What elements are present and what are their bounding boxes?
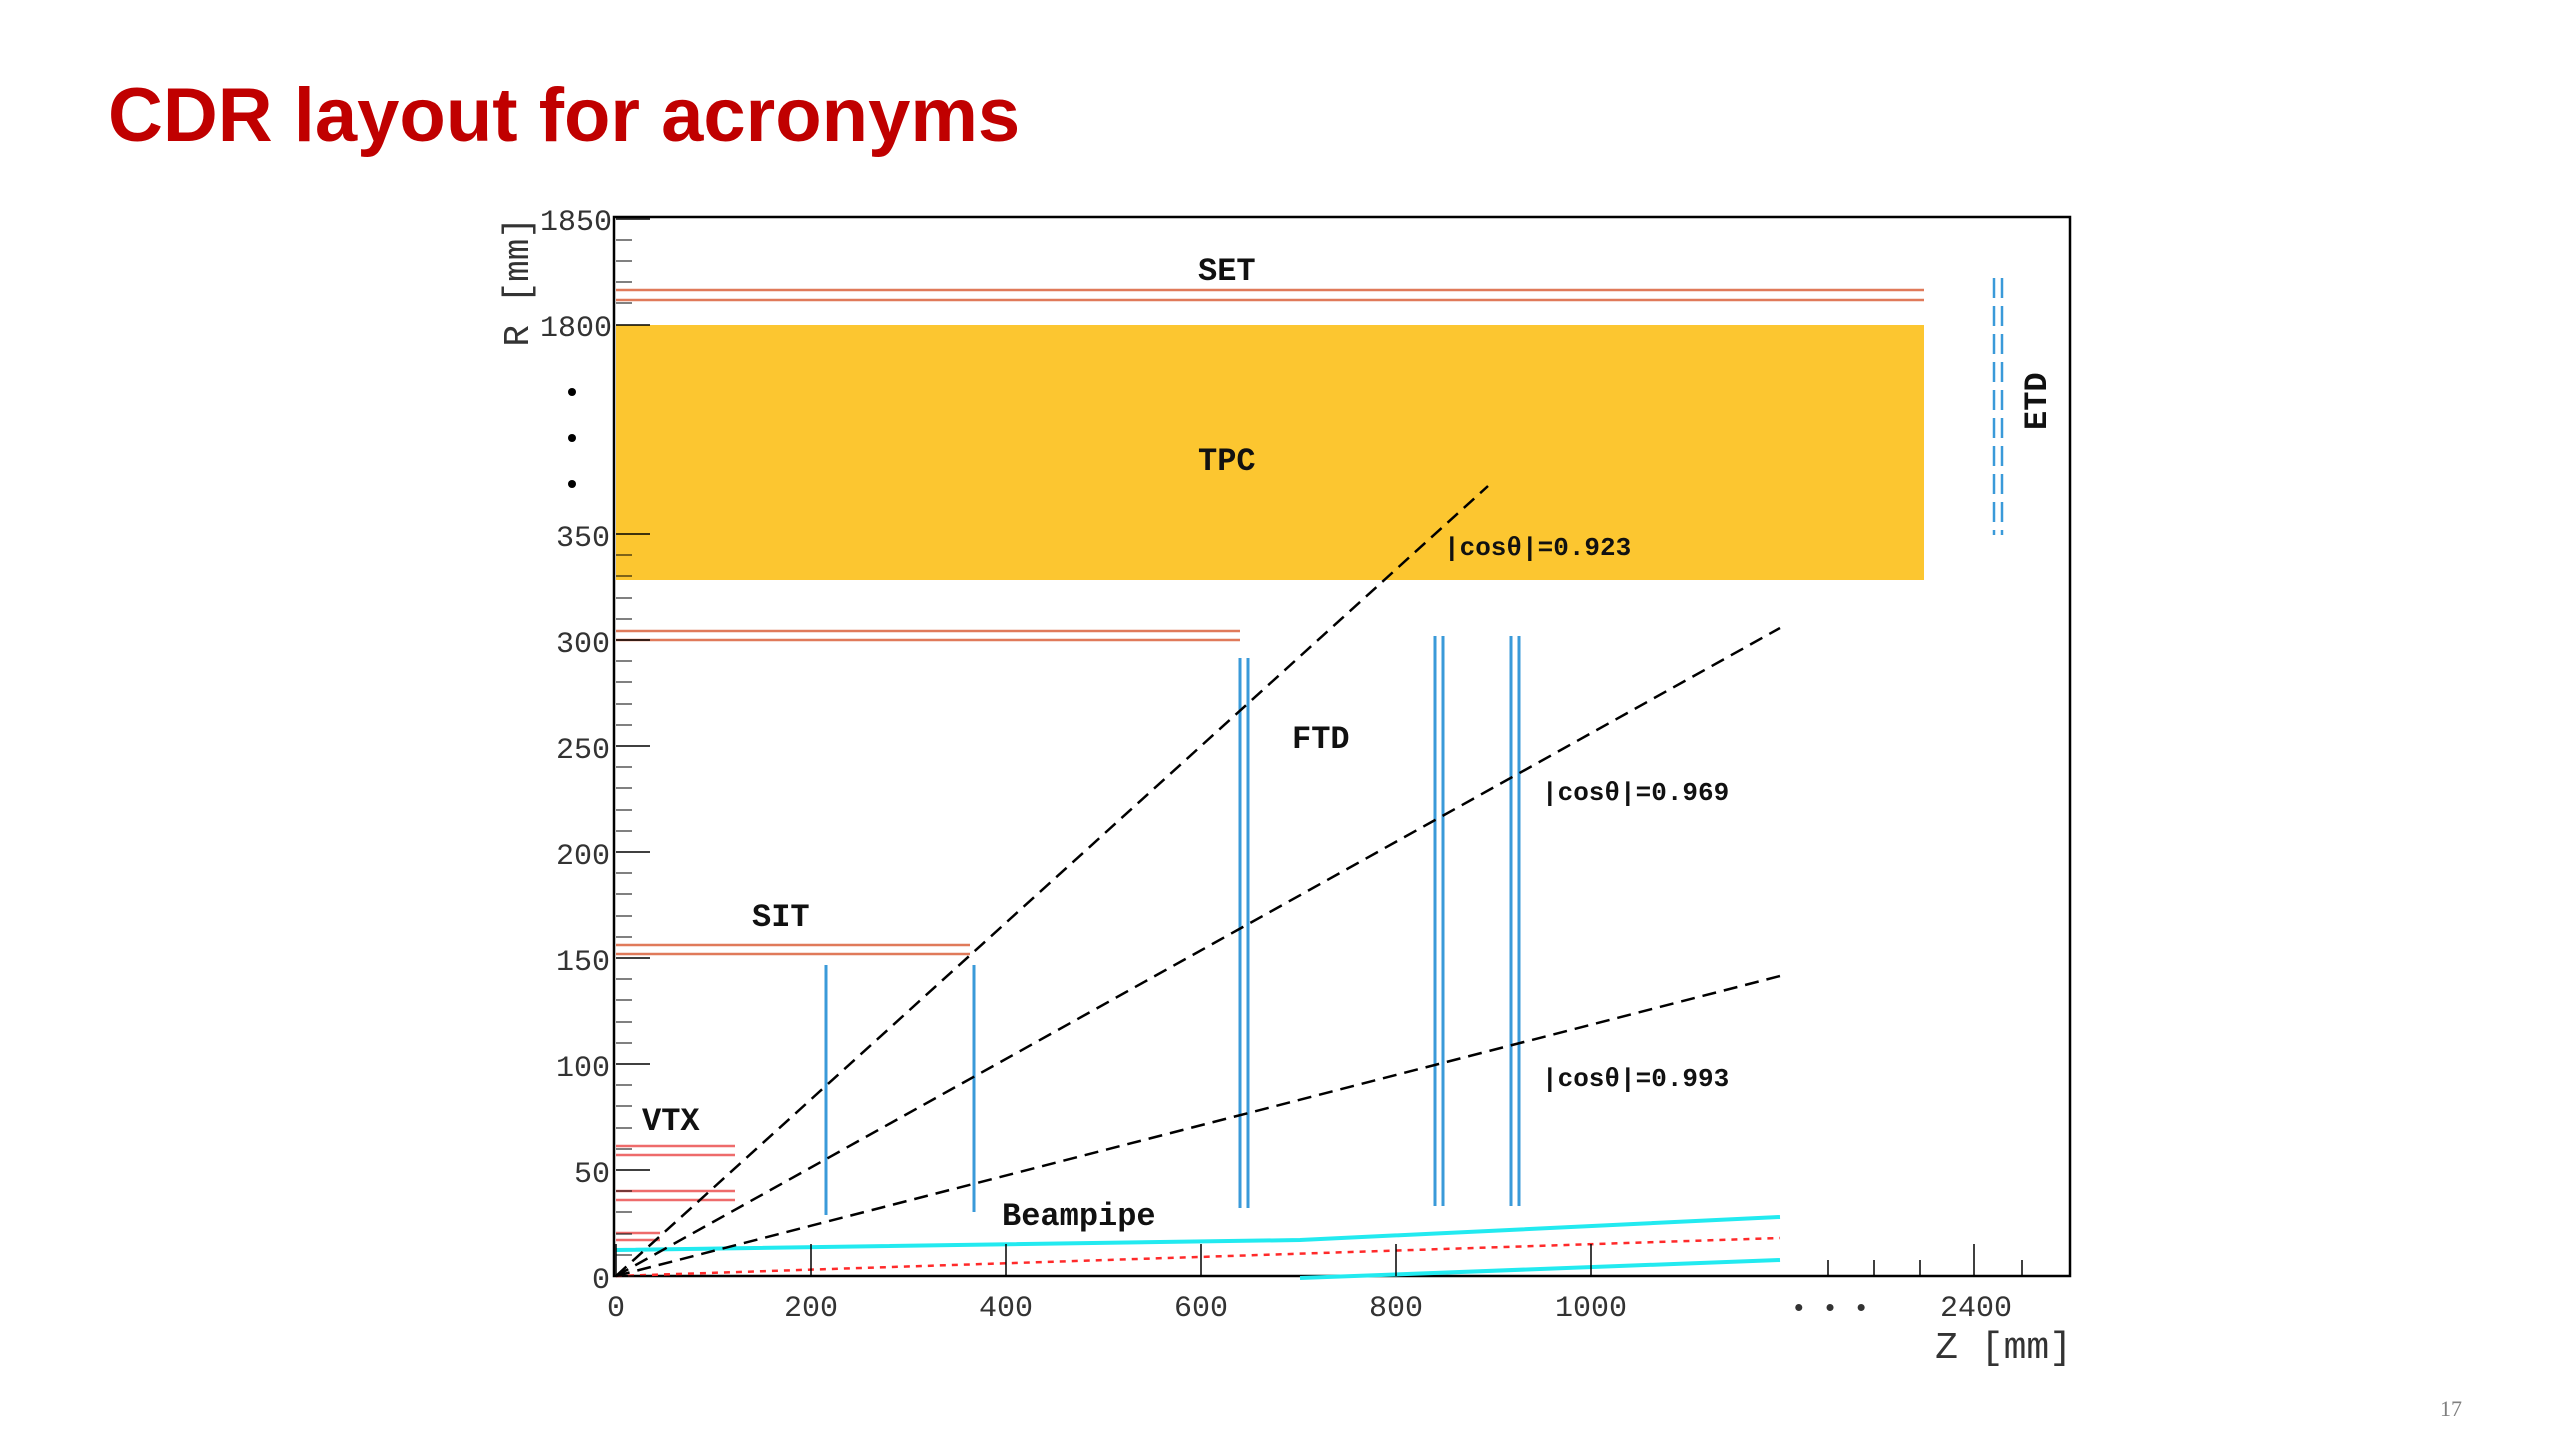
vtx-layers bbox=[616, 1144, 735, 1242]
y-tick-label: 200 bbox=[556, 840, 610, 874]
y-tick-label: 300 bbox=[556, 628, 610, 662]
x-tick-label: 800 bbox=[1369, 1292, 1423, 1326]
etd-layers bbox=[1992, 278, 2004, 535]
etd-label: ETD bbox=[2019, 372, 2056, 430]
angle-label: |cosθ|=0.993 bbox=[1542, 1064, 1729, 1094]
y-tick-label: 1850 bbox=[540, 206, 612, 240]
y-tick-label: 1800 bbox=[540, 312, 612, 346]
y-tick-label: 0 bbox=[592, 1264, 610, 1298]
tpc-volume bbox=[616, 325, 1924, 580]
sit-label: SIT bbox=[752, 899, 810, 936]
x-axis-ticks bbox=[615, 1244, 2023, 1276]
sit-layers bbox=[616, 629, 1240, 956]
angle-label: |cosθ|=0.923 bbox=[1444, 533, 1631, 563]
vtx-label: VTX bbox=[642, 1103, 700, 1140]
angle-lines bbox=[615, 485, 1781, 1278]
angle-label: |cosθ|=0.969 bbox=[1542, 778, 1729, 808]
x-tick-label: 0 bbox=[607, 1292, 625, 1326]
x-tick-label: 600 bbox=[1174, 1292, 1228, 1326]
tpc-label: TPC bbox=[1198, 443, 1256, 480]
y-axis-title: R [mm] bbox=[498, 217, 539, 347]
y-axis-break-dots bbox=[568, 388, 576, 488]
y-tick-label: 250 bbox=[556, 734, 610, 768]
y-tick-labels: 0 50 100 150 200 250 300 350 1800 1850 bbox=[540, 206, 612, 1298]
set-layers bbox=[616, 288, 1924, 302]
y-axis-ticks bbox=[616, 218, 650, 1277]
x-tick-label: 400 bbox=[979, 1292, 1033, 1326]
ftd-disks bbox=[824, 636, 1521, 1215]
ftd-label: FTD bbox=[1292, 721, 1350, 758]
set-label: SET bbox=[1198, 253, 1256, 290]
slide-number: 17 bbox=[2440, 1396, 2462, 1421]
beampipe bbox=[615, 1215, 1781, 1280]
y-axis-minor-ticks bbox=[616, 239, 632, 1256]
x-axis-title: Z [mm] bbox=[1935, 1327, 2072, 1370]
region-labels: SET TPC FTD SIT VTX Beampipe ETD bbox=[642, 253, 2056, 1235]
y-tick-label: 100 bbox=[556, 1052, 610, 1086]
y-tick-label: 150 bbox=[556, 946, 610, 980]
x-tick-label: 1000 bbox=[1555, 1292, 1627, 1326]
angle-labels: |cosθ|=0.923 |cosθ|=0.969 |cosθ|=0.993 bbox=[1444, 533, 1729, 1094]
x-axis-break-dots: • • • bbox=[1791, 1294, 1869, 1324]
beam-dotted-line bbox=[615, 1236, 1781, 1278]
slide-title: CDR layout for acronyms bbox=[108, 73, 1021, 158]
x-tick-labels: 0 200 400 600 800 1000 2400 • • • bbox=[607, 1292, 2012, 1326]
y-tick-label: 50 bbox=[574, 1158, 610, 1192]
x-tick-label: 2400 bbox=[1940, 1292, 2012, 1326]
beampipe-label: Beampipe bbox=[1002, 1198, 1156, 1235]
x-tick-label: 200 bbox=[784, 1292, 838, 1326]
y-tick-label: 350 bbox=[556, 522, 610, 556]
